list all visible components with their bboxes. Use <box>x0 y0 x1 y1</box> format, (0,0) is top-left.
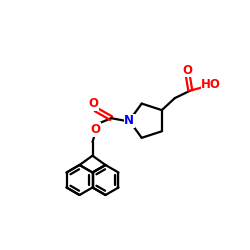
Text: HO: HO <box>201 78 221 91</box>
Text: O: O <box>183 64 193 76</box>
Text: O: O <box>88 98 98 110</box>
Text: O: O <box>90 123 100 136</box>
Text: N: N <box>124 114 134 127</box>
